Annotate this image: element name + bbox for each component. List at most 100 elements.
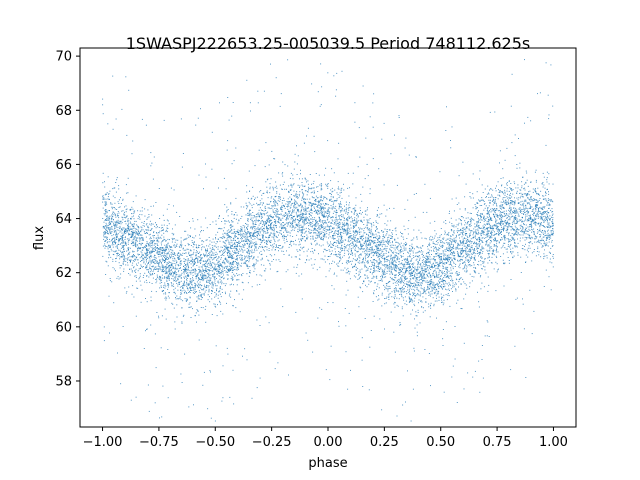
data-point xyxy=(521,185,523,187)
data-point xyxy=(148,271,150,273)
data-point xyxy=(285,236,287,238)
data-point xyxy=(242,225,244,227)
data-point xyxy=(483,203,485,205)
data-point xyxy=(126,208,128,210)
data-point xyxy=(368,255,370,257)
data-point xyxy=(132,260,134,261)
data-point xyxy=(426,289,428,291)
data-point xyxy=(308,210,310,212)
data-point xyxy=(281,188,283,190)
data-point xyxy=(253,251,255,253)
data-point xyxy=(118,255,120,256)
data-point xyxy=(302,194,304,196)
data-point xyxy=(335,205,337,207)
data-point xyxy=(469,264,471,266)
data-point xyxy=(358,271,360,273)
data-point xyxy=(146,252,148,254)
data-point xyxy=(442,263,444,265)
data-point xyxy=(191,269,193,271)
data-point xyxy=(388,251,390,253)
data-point xyxy=(306,218,307,220)
data-point xyxy=(230,257,232,259)
data-point xyxy=(265,246,267,247)
data-point xyxy=(513,181,515,183)
data-point xyxy=(281,233,282,235)
data-point xyxy=(425,257,427,259)
data-point xyxy=(354,249,356,251)
data-point xyxy=(494,197,496,199)
data-point xyxy=(159,247,161,248)
data-point xyxy=(238,268,239,270)
data-point xyxy=(167,271,169,273)
data-point xyxy=(169,239,170,241)
data-point xyxy=(426,275,428,277)
data-point xyxy=(292,202,293,204)
data-point xyxy=(123,245,124,246)
data-point xyxy=(489,237,491,239)
data-point xyxy=(479,236,481,238)
data-point xyxy=(131,270,133,272)
data-point xyxy=(376,277,378,279)
data-point xyxy=(149,257,151,259)
data-point xyxy=(204,274,206,276)
data-point xyxy=(188,406,190,408)
data-point xyxy=(330,243,332,245)
data-point xyxy=(267,192,268,194)
data-point xyxy=(339,226,341,228)
data-point xyxy=(162,260,164,262)
data-point xyxy=(109,229,111,230)
data-point xyxy=(277,204,279,206)
data-point xyxy=(139,273,141,275)
data-point xyxy=(448,248,450,250)
data-point xyxy=(188,267,190,269)
data-point xyxy=(263,210,265,212)
data-point xyxy=(306,181,307,183)
data-point xyxy=(376,285,378,287)
data-point xyxy=(104,201,106,203)
data-point xyxy=(299,258,301,260)
data-point xyxy=(433,270,435,272)
data-point xyxy=(215,234,217,236)
data-point xyxy=(485,237,487,238)
data-point xyxy=(339,257,341,258)
data-point xyxy=(432,273,434,275)
data-point xyxy=(138,232,140,234)
data-point xyxy=(233,160,235,162)
data-point xyxy=(232,264,234,266)
data-point xyxy=(109,227,111,229)
data-point xyxy=(179,250,181,251)
data-point xyxy=(126,227,128,229)
data-point xyxy=(515,233,517,235)
data-point xyxy=(455,242,457,244)
data-point xyxy=(308,228,309,230)
data-point xyxy=(404,244,406,246)
data-point xyxy=(179,246,181,248)
data-point xyxy=(183,261,185,262)
data-point xyxy=(458,175,460,177)
data-point xyxy=(473,276,475,278)
data-point xyxy=(483,227,485,229)
data-point xyxy=(246,359,248,361)
data-point xyxy=(482,228,484,230)
data-point xyxy=(312,197,314,199)
data-point xyxy=(382,276,383,278)
data-point xyxy=(391,277,393,279)
data-point xyxy=(548,234,550,236)
data-point xyxy=(507,246,509,247)
data-point xyxy=(321,231,323,233)
data-point xyxy=(498,215,500,216)
data-point xyxy=(227,246,229,248)
data-point xyxy=(457,248,459,250)
data-point xyxy=(127,254,128,256)
data-point xyxy=(167,220,169,222)
data-point xyxy=(147,251,148,253)
data-point xyxy=(188,306,190,308)
data-point xyxy=(249,102,251,104)
data-point xyxy=(177,278,179,279)
data-point xyxy=(252,265,253,267)
data-point xyxy=(321,210,323,212)
data-point xyxy=(226,232,228,234)
data-point xyxy=(462,251,463,253)
data-point xyxy=(413,292,415,294)
data-point xyxy=(204,264,206,266)
